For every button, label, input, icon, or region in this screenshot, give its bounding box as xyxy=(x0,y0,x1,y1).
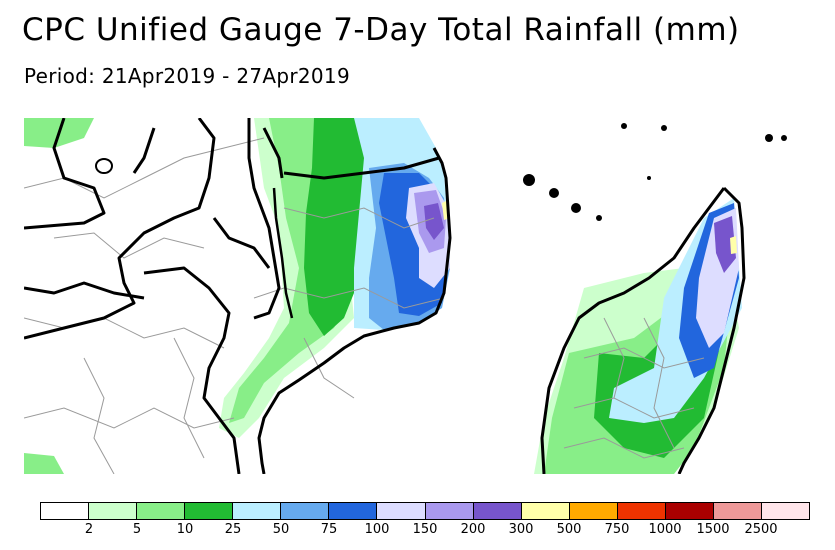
comoros-islands xyxy=(523,123,787,221)
inland-border-6 xyxy=(24,281,145,300)
legend-swatch xyxy=(569,503,618,519)
legend-label: 5 xyxy=(132,522,142,537)
legend-swatch xyxy=(137,503,186,519)
legend-label: 1500 xyxy=(696,522,730,537)
country-borders xyxy=(24,118,746,474)
legend-label: 500 xyxy=(556,522,582,537)
madagascar-rain-purple xyxy=(714,216,736,273)
rain-area-200-300mm xyxy=(424,203,444,240)
legend-swatch xyxy=(281,503,330,519)
legend-label: 2 xyxy=(84,522,94,537)
legend-swatch xyxy=(233,503,282,519)
madagascar-outline xyxy=(540,186,746,474)
legend-label: 1000 xyxy=(648,522,682,537)
lake-victoria-marker xyxy=(95,158,113,174)
lake-malawi xyxy=(272,187,294,319)
rain-area-dark-green xyxy=(304,118,369,336)
legend-labels: 2 5 10 25 50 75 100 150 200 300 500 750 1000 1500 2500 xyxy=(40,522,810,540)
map-canvas xyxy=(24,118,787,474)
legend-swatch xyxy=(473,503,522,519)
legend-label: 75 xyxy=(320,522,338,537)
legend-label: 25 xyxy=(224,522,242,537)
legend-swatch xyxy=(377,503,426,519)
legend-swatch xyxy=(329,503,378,519)
madagascar-rain-yellow xyxy=(730,236,737,254)
legend-swatch xyxy=(617,503,666,519)
legend-swatch xyxy=(89,503,138,519)
rain-area-south-green xyxy=(24,453,64,474)
inland-border-8 xyxy=(262,127,284,179)
legend-swatch xyxy=(713,503,762,519)
map-title: CPC Unified Gauge 7-Day Total Rainfall (… xyxy=(22,12,740,48)
tanzania-mozambique-border xyxy=(283,156,440,180)
inland-border-7 xyxy=(132,127,156,174)
period-label: Period: 21Apr2019 - 27Apr2019 xyxy=(24,64,350,88)
legend-swatch xyxy=(761,503,809,519)
inland-border-4 xyxy=(212,217,271,269)
legend-label: 10 xyxy=(176,522,194,537)
legend-swatch xyxy=(41,503,90,519)
legend-label: 150 xyxy=(412,522,438,537)
legend-swatch xyxy=(425,503,474,519)
inland-border-2 xyxy=(24,118,216,340)
legend-label: 200 xyxy=(460,522,486,537)
legend-label: 50 xyxy=(272,522,290,537)
africa-coastline xyxy=(257,147,452,474)
color-legend: 2 5 10 25 50 75 100 150 200 300 500 750 1000 1500 2500 xyxy=(40,500,810,544)
rainfall-map xyxy=(24,118,810,474)
inland-border-5 xyxy=(143,266,241,474)
legend-color-bar xyxy=(40,502,810,520)
legend-label: 300 xyxy=(508,522,534,537)
inland-border-1 xyxy=(24,118,106,230)
legend-swatch xyxy=(521,503,570,519)
legend-label: 100 xyxy=(364,522,390,537)
legend-label: 750 xyxy=(604,522,630,537)
legend-swatch xyxy=(185,503,234,519)
legend-swatch xyxy=(665,503,714,519)
legend-label: 2500 xyxy=(744,522,778,537)
inland-border-3 xyxy=(247,118,281,320)
